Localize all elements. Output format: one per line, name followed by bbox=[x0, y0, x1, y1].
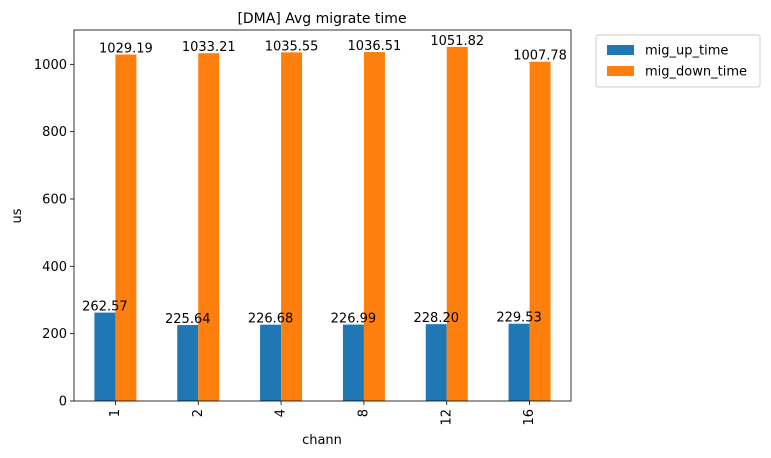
bar-value-label: 1036.51 bbox=[348, 39, 402, 54]
bar-mig-down-time-4 bbox=[281, 52, 303, 402]
bar-value-label: 225.64 bbox=[165, 312, 211, 327]
legend-label: mig_up_time bbox=[645, 44, 728, 59]
bar-mig-up-time-1 bbox=[94, 312, 116, 401]
x-tick-label: 8 bbox=[356, 409, 371, 417]
bar-value-label: 226.68 bbox=[248, 312, 294, 327]
bar-value-label: 229.53 bbox=[496, 311, 542, 326]
x-tick-label: 12 bbox=[439, 409, 454, 426]
bar-mig-up-time-8 bbox=[342, 324, 364, 401]
y-tick-label: 0 bbox=[59, 395, 67, 410]
y-tick-label: 600 bbox=[42, 193, 67, 208]
legend-label: mig_down_time bbox=[645, 65, 747, 80]
y-tick-label: 200 bbox=[42, 327, 67, 342]
bar-value-label: 1051.82 bbox=[430, 34, 484, 49]
chart-title: [DMA] Avg migrate time bbox=[237, 11, 406, 27]
bar-mig-up-time-16 bbox=[508, 323, 530, 401]
bar-mig-up-time-12 bbox=[425, 324, 447, 401]
bar-value-label: 1029.19 bbox=[99, 42, 153, 57]
y-tick-label: 400 bbox=[42, 260, 67, 275]
x-axis: 1 2 4 8 12 16 bbox=[108, 401, 537, 426]
bar-value-label: 1007.78 bbox=[513, 49, 567, 64]
bar-mig-up-time-4 bbox=[260, 324, 282, 401]
legend: mig_up_time mig_down_time bbox=[595, 34, 761, 88]
bar-value-label: 226.99 bbox=[331, 312, 377, 327]
bar-value-label: 228.20 bbox=[414, 311, 460, 326]
legend-frame bbox=[595, 34, 761, 88]
bar-mig-down-time-1 bbox=[115, 54, 137, 401]
bar-mig-down-time-2 bbox=[198, 53, 220, 402]
plot-frame bbox=[73, 29, 572, 402]
x-tick-label: 16 bbox=[522, 409, 537, 426]
x-tick-label: 1 bbox=[108, 409, 123, 417]
y-axis: 0 200 400 600 800 1000 bbox=[34, 58, 74, 410]
x-tick-label: 4 bbox=[274, 409, 289, 417]
bar-value-label: 1035.55 bbox=[265, 39, 319, 54]
bar-value-label: 262.57 bbox=[82, 300, 128, 315]
bar-mig-down-time-16 bbox=[529, 61, 551, 402]
bars-layer bbox=[94, 46, 551, 402]
y-tick-label: 800 bbox=[42, 125, 67, 140]
legend-swatch-mig-up-time bbox=[607, 45, 634, 55]
bar-mig-down-time-12 bbox=[446, 46, 468, 402]
y-axis-label: us bbox=[10, 208, 25, 223]
y-tick-label: 1000 bbox=[34, 58, 67, 73]
legend-swatch-mig-down-time bbox=[607, 66, 634, 76]
bar-mig-up-time-2 bbox=[177, 325, 199, 401]
x-tick-label: 2 bbox=[191, 409, 206, 417]
bar-value-labels: 262.57 1029.19 225.64 1033.21 226.68 1035.55 2… bbox=[82, 34, 567, 327]
bar-mig-down-time-8 bbox=[363, 52, 385, 401]
bar-value-label: 1033.21 bbox=[182, 40, 236, 55]
x-axis-label: chann bbox=[302, 433, 342, 448]
